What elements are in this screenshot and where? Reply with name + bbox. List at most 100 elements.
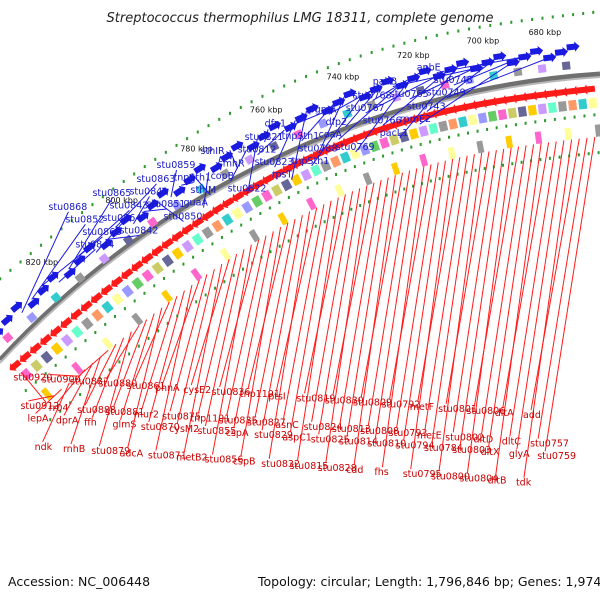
tick-mark [465, 170, 468, 174]
tick-mark [218, 117, 221, 121]
tick-mark [385, 193, 388, 197]
tick-mark [412, 184, 415, 188]
forward-arrow-shape [294, 112, 308, 123]
reverse-gene-arrow [101, 283, 114, 296]
forward-leader-line [106, 234, 140, 241]
tick-mark [272, 89, 275, 93]
feature-block [349, 147, 361, 160]
tick-mark [502, 163, 505, 167]
forward-gene-label: stu0821 [245, 132, 284, 143]
forward-gene-label: stu0844 [75, 239, 114, 250]
reverse-leader-line [28, 395, 54, 402]
forward-gene-label: sthIM [191, 185, 217, 196]
reverse-leader-line [49, 373, 78, 377]
reverse-gene-label: stu0824 [304, 422, 343, 433]
reverse-leader-line [219, 240, 260, 388]
feature-block [141, 269, 154, 283]
forward-leader-line [318, 95, 346, 154]
accession-text: Accession: NC_006448 [8, 574, 150, 589]
forward-gene-arrow [343, 88, 357, 99]
tick-mark [133, 299, 136, 303]
reverse-gene-label: rr04 [49, 403, 69, 414]
forward-gene-arrow [369, 83, 383, 94]
tick-mark [531, 17, 534, 21]
tick-mark [44, 372, 47, 376]
reverse-gene-arrow [181, 223, 195, 235]
feature-block [497, 109, 508, 121]
tick-mark [223, 280, 226, 284]
forward-gene-label: stu0866 [82, 227, 121, 238]
reverse-gene-label: stu0870 [141, 422, 180, 433]
forward-gene-label: stu0859 [157, 160, 196, 171]
forward-leader-line [229, 150, 239, 169]
tick-mark [39, 243, 42, 247]
forward-gene-label: tnpSth1 [282, 131, 320, 142]
reverse-gene-arrow [521, 91, 535, 102]
reverse-leader-line [459, 148, 505, 445]
genome-backbone [0, 71, 600, 362]
tick-mark [561, 14, 564, 18]
tick-mark [548, 156, 551, 160]
feature-block [268, 141, 280, 152]
forward-gene-arrow [136, 211, 149, 223]
reverse-leader-line [77, 350, 109, 377]
tick-mark [49, 418, 52, 422]
forward-leader-line [291, 110, 307, 180]
reverse-gene-arrow [531, 90, 545, 101]
tick-mark [153, 284, 156, 288]
kbp-marker: 740 kbp [327, 73, 360, 82]
tick-mark [137, 344, 140, 348]
reverse-gene-label: stu0827 [247, 418, 286, 429]
tick-mark [34, 380, 37, 384]
feature-block [578, 98, 588, 110]
reverse-arrow-shape [371, 125, 385, 136]
forward-gene-label: stu0823 [255, 157, 294, 168]
reverse-leader-line [346, 177, 389, 437]
forward-leader-line [399, 62, 461, 139]
reverse-gene-label: metE [417, 430, 442, 441]
reverse-gene-label: stu0829 [254, 430, 293, 441]
reverse-arrow-shape [561, 86, 575, 97]
tick-mark [350, 207, 353, 211]
feature-block [534, 131, 543, 145]
tick-mark [9, 268, 12, 272]
forward-gene-label: stu0863 [136, 174, 175, 185]
forward-gene-arrow [173, 185, 186, 197]
reverse-gene-label: tnp1191 [190, 414, 230, 425]
tick-mark [241, 267, 244, 271]
gene-labels: stu0868stu0852stu0866stu0844stu0865stu08… [13, 50, 596, 489]
reverse-gene-label: stu0856 [205, 455, 244, 466]
tick-mark [381, 47, 384, 51]
forward-gene-label: stu0842 [119, 225, 158, 236]
reverse-gene-label: stu0815 [289, 461, 328, 472]
reverse-arrow-shape [331, 140, 345, 151]
reverse-arrow-shape [261, 173, 275, 185]
reverse-arrow-shape [181, 223, 195, 235]
forward-gene-label: stu0868 [48, 202, 87, 213]
reverse-gene-arrow [60, 316, 73, 329]
reverse-arrow-shape [131, 260, 144, 272]
forward-gene-arrow [294, 112, 308, 123]
forward-leader-line [274, 120, 296, 168]
forward-gene-arrow [146, 199, 159, 211]
forward-leader-line [301, 103, 334, 142]
forward-gene-label: guaA [184, 198, 209, 209]
reverse-gene-label: cysE2 [183, 385, 211, 396]
forward-leader-line [143, 208, 167, 212]
feature-block [160, 289, 174, 303]
reverse-arrow-shape [531, 90, 545, 101]
tick-mark [337, 62, 340, 66]
tick-mark [367, 200, 370, 204]
tick-mark [467, 131, 470, 135]
forward-arrow-shape [566, 41, 580, 52]
tick-mark [558, 155, 561, 159]
tick-mark [510, 20, 513, 24]
tick-mark [483, 167, 486, 171]
tick-mark [582, 11, 585, 15]
reverse-arrow-shape [301, 153, 315, 165]
reverse-arrow-shape [281, 163, 295, 175]
reverse-leader-line [197, 254, 238, 414]
reverse-leader-line [70, 356, 101, 445]
tick-mark [314, 224, 317, 228]
